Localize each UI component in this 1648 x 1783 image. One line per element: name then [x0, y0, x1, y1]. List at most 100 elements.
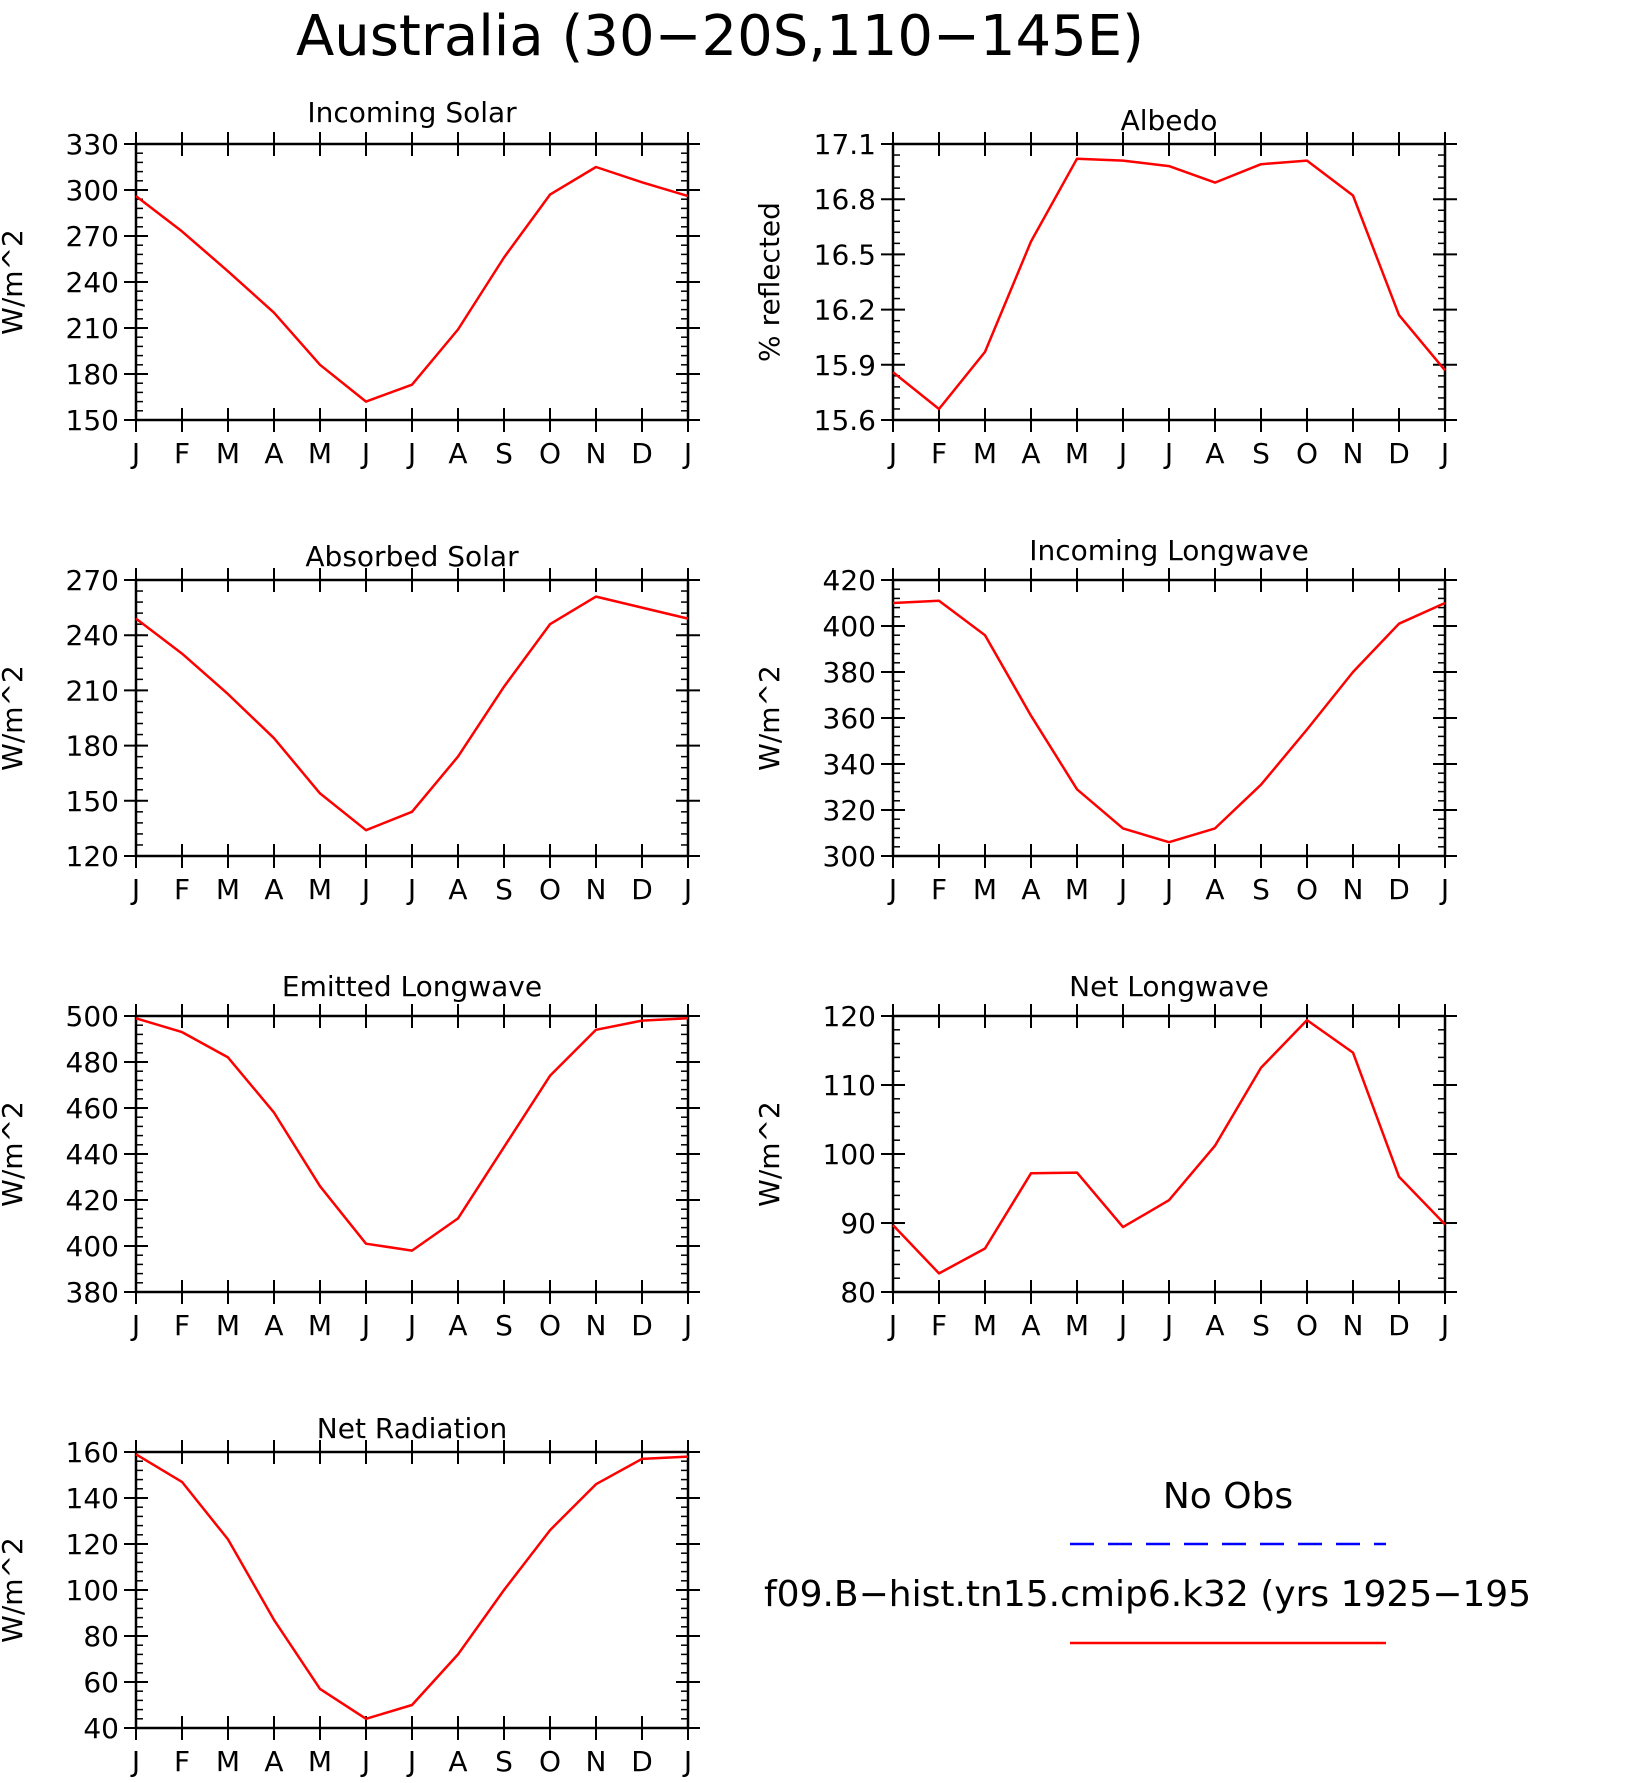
x-tick-label: M	[973, 1309, 997, 1342]
x-tick-label: M	[308, 873, 332, 906]
y-tick-label: 17.1	[814, 128, 876, 161]
x-tick-label: J	[1117, 1309, 1127, 1342]
x-tick-label: J	[1163, 1309, 1173, 1342]
plot-frame	[891, 578, 1447, 858]
x-tick-label: J	[360, 1309, 370, 1342]
y-tick-label: 120	[66, 1528, 119, 1561]
panel-title: Net Radiation	[317, 1412, 507, 1445]
x-tick-label: M	[308, 1309, 332, 1342]
x-tick-label: M	[973, 437, 997, 470]
series-line	[135, 165, 689, 403]
y-tick-label: 320	[823, 794, 876, 827]
y-tick-label: 15.6	[814, 404, 876, 437]
x-tick-label: J	[1439, 873, 1449, 906]
plot-frame	[891, 1014, 1447, 1294]
y-tick-label: 16.2	[814, 294, 876, 327]
x-tick-label: J	[887, 437, 897, 470]
x-tick-label: M	[216, 437, 240, 470]
x-tick-label: M	[216, 1745, 240, 1778]
y-tick-label: 16.5	[814, 238, 876, 271]
x-tick-label: J	[130, 873, 140, 906]
x-tick-label: M	[216, 1309, 240, 1342]
x-tick-label: D	[631, 873, 653, 906]
x-tick-label: A	[448, 437, 467, 470]
x-tick-label: J	[887, 1309, 897, 1342]
y-tick-label: 90	[840, 1207, 876, 1240]
series-line	[892, 599, 1446, 844]
x-tick-label: A	[448, 873, 467, 906]
x-tick-label: J	[406, 437, 416, 470]
plot-frame	[134, 1450, 690, 1730]
x-tick-label: J	[682, 873, 692, 906]
y-tick-label: 420	[66, 1184, 119, 1217]
x-tick-label: D	[1388, 1309, 1410, 1342]
x-tick-label: O	[1296, 1309, 1318, 1342]
y-tick-label: 380	[66, 1276, 119, 1309]
x-tick-label: J	[406, 1309, 416, 1342]
legend-obs-label: No Obs	[1163, 1476, 1293, 1517]
x-tick-label: D	[631, 1745, 653, 1778]
x-tick-label: D	[1388, 437, 1410, 470]
x-tick-label: A	[264, 437, 283, 470]
x-tick-label: J	[130, 437, 140, 470]
x-tick-label: F	[174, 437, 190, 470]
x-tick-label: S	[495, 437, 513, 470]
x-tick-label: O	[539, 1745, 561, 1778]
series-line	[135, 1017, 689, 1252]
x-tick-label: J	[887, 873, 897, 906]
x-tick-label: J	[682, 437, 692, 470]
x-tick-label: S	[495, 873, 513, 906]
x-tick-label: A	[1205, 437, 1224, 470]
plot-frame	[134, 578, 690, 858]
x-tick-label: A	[1021, 1309, 1040, 1342]
x-tick-label: M	[973, 873, 997, 906]
x-tick-label: M	[1065, 1309, 1089, 1342]
x-tick-label: S	[495, 1745, 513, 1778]
x-tick-label: N	[1343, 873, 1364, 906]
x-tick-label: J	[360, 873, 370, 906]
y-axis-label: W/m^2	[0, 665, 29, 771]
x-tick-label: J	[360, 1745, 370, 1778]
legend-model-label: f09.B−hist.tn15.cmip6.k32 (yrs 1925−195	[764, 1574, 1531, 1615]
x-tick-label: M	[1065, 437, 1089, 470]
x-tick-label: F	[174, 1745, 190, 1778]
x-tick-label: O	[539, 1309, 561, 1342]
x-tick-label: A	[1021, 873, 1040, 906]
panel-title: Incoming Solar	[307, 96, 517, 129]
x-tick-label: O	[539, 437, 561, 470]
y-tick-label: 340	[823, 748, 876, 781]
x-tick-label: J	[682, 1309, 692, 1342]
y-tick-label: 15.9	[814, 349, 876, 382]
y-tick-label: 60	[83, 1666, 119, 1699]
x-tick-label: N	[586, 873, 607, 906]
y-axis-label: W/m^2	[0, 1101, 29, 1207]
series-line	[892, 157, 1446, 411]
y-tick-label: 210	[66, 674, 119, 707]
y-tick-label: 80	[840, 1276, 876, 1309]
x-tick-label: M	[1065, 873, 1089, 906]
x-tick-label: A	[1021, 437, 1040, 470]
x-tick-label: J	[1163, 873, 1173, 906]
y-tick-label: 400	[823, 610, 876, 643]
x-tick-label: F	[174, 1309, 190, 1342]
y-tick-label: 100	[66, 1574, 119, 1607]
y-tick-label: 300	[66, 174, 119, 207]
x-tick-label: F	[931, 1309, 947, 1342]
x-tick-label: F	[931, 437, 947, 470]
y-tick-label: 400	[66, 1230, 119, 1263]
y-tick-label: 110	[823, 1069, 876, 1102]
x-tick-label: J	[406, 873, 416, 906]
y-tick-label: 300	[823, 840, 876, 873]
y-tick-label: 270	[66, 220, 119, 253]
x-tick-label: F	[931, 873, 947, 906]
x-tick-label: S	[1252, 1309, 1270, 1342]
x-tick-label: O	[539, 873, 561, 906]
series-line	[135, 595, 689, 832]
